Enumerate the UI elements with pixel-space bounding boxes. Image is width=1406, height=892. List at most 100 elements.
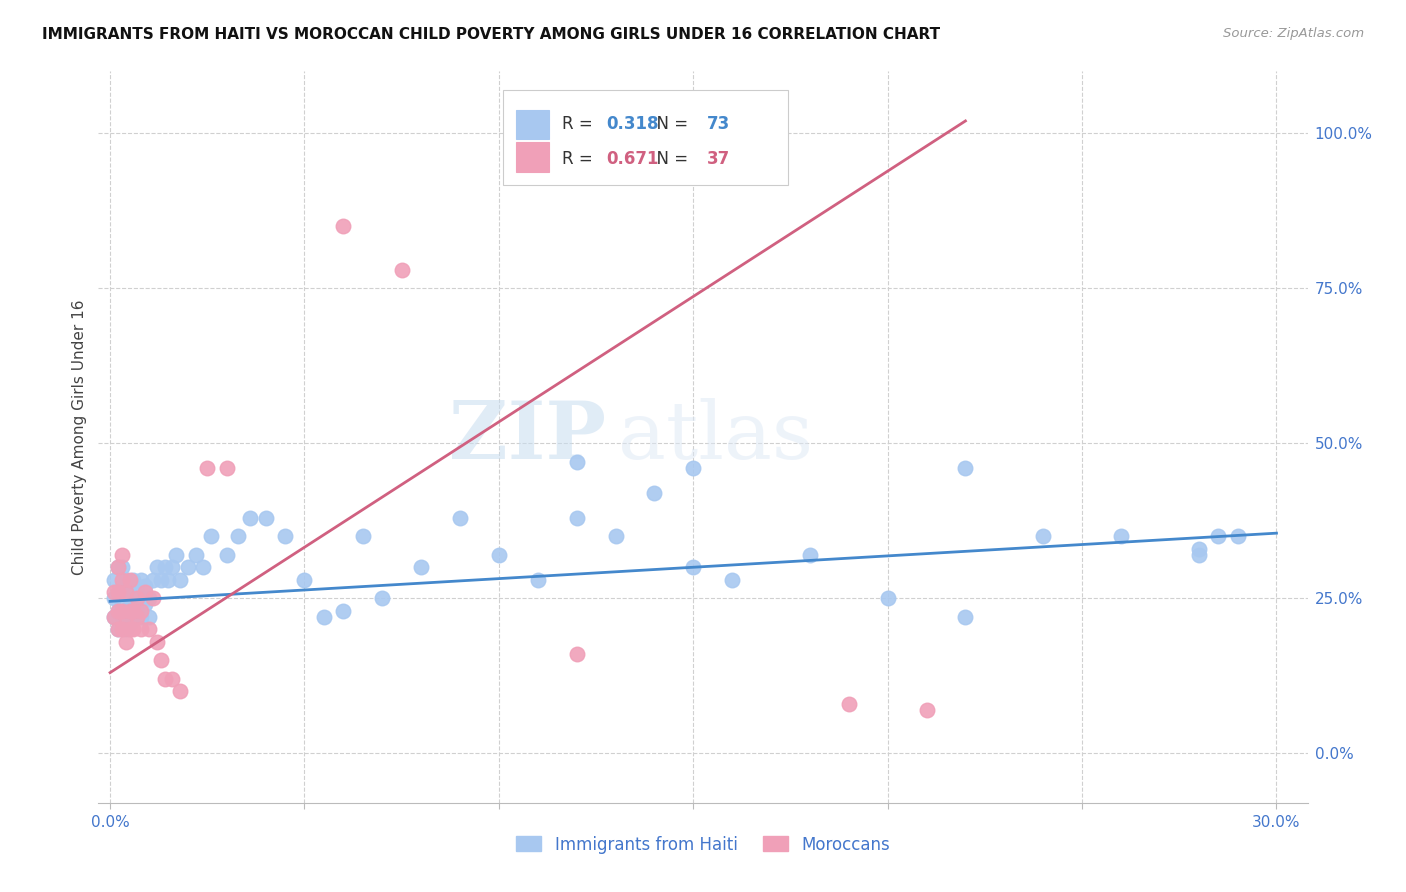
Point (565, 510, 588, 524)
Text: 37: 37 (707, 150, 730, 168)
Point (1226, 529, 1249, 543)
Point (1109, 529, 1132, 543)
Point (107, 585, 129, 599)
Point (162, 560, 184, 574)
Text: N =: N = (647, 115, 693, 133)
Point (103, 610, 125, 624)
Point (129, 622, 152, 636)
Point (200, 529, 222, 543)
Point (114, 604, 136, 618)
Point (682, 560, 704, 574)
Y-axis label: Child Poverty Among Girls Under 16: Child Poverty Among Girls Under 16 (72, 300, 87, 574)
Point (169, 573, 191, 587)
Point (111, 598, 134, 612)
Point (114, 573, 136, 587)
Point (332, 604, 354, 618)
Point (1032, 529, 1054, 543)
Text: atlas: atlas (619, 398, 814, 476)
Point (799, 548, 821, 562)
Point (643, 486, 665, 500)
Text: ZIP: ZIP (450, 398, 606, 476)
Point (111, 622, 134, 636)
Point (127, 585, 149, 599)
Point (838, 697, 860, 711)
FancyBboxPatch shape (516, 143, 550, 171)
Point (111, 573, 134, 587)
Point (955, 610, 977, 624)
Point (118, 579, 141, 593)
Point (111, 579, 134, 593)
Point (239, 510, 262, 524)
Point (391, 262, 413, 277)
Point (122, 591, 145, 606)
Point (134, 598, 156, 612)
Point (254, 510, 277, 524)
Point (111, 560, 134, 574)
Point (118, 615, 141, 630)
Point (149, 653, 172, 667)
Point (114, 634, 136, 648)
Text: R =: R = (561, 150, 598, 168)
Point (114, 585, 136, 599)
Point (138, 622, 160, 636)
Point (153, 560, 176, 574)
Point (107, 622, 129, 636)
Legend: Immigrants from Haiti, Moroccans: Immigrants from Haiti, Moroccans (510, 829, 896, 860)
Point (127, 610, 149, 624)
Point (103, 610, 125, 624)
Point (138, 610, 160, 624)
Point (565, 647, 588, 661)
Point (721, 573, 744, 587)
Text: IMMIGRANTS FROM HAITI VS MOROCCAN CHILD POVERTY AMONG GIRLS UNDER 16 CORRELATION: IMMIGRANTS FROM HAITI VS MOROCCAN CHILD … (42, 27, 941, 42)
Point (1188, 541, 1211, 556)
Point (103, 573, 125, 587)
Point (111, 604, 134, 618)
Point (1188, 548, 1211, 562)
Point (565, 455, 588, 469)
Point (184, 548, 207, 562)
Point (118, 598, 141, 612)
Point (169, 684, 191, 698)
Point (352, 529, 374, 543)
Point (294, 573, 316, 587)
Point (107, 604, 129, 618)
Point (122, 573, 145, 587)
Point (122, 610, 145, 624)
Point (107, 560, 129, 574)
Point (165, 548, 187, 562)
Text: 0.318: 0.318 (606, 115, 659, 133)
Point (145, 634, 167, 648)
Point (1206, 529, 1229, 543)
Point (193, 560, 215, 574)
Point (142, 573, 165, 587)
Point (142, 591, 165, 606)
Point (526, 573, 548, 587)
Text: 73: 73 (707, 115, 730, 133)
Point (215, 461, 238, 475)
Point (129, 610, 152, 624)
Point (195, 461, 218, 475)
Point (118, 622, 141, 636)
Point (129, 591, 152, 606)
Point (127, 591, 149, 606)
Text: R =: R = (561, 115, 598, 133)
Point (122, 622, 145, 636)
Point (122, 604, 145, 618)
Point (215, 548, 238, 562)
Point (103, 591, 125, 606)
Point (138, 591, 160, 606)
Point (449, 510, 471, 524)
Point (118, 573, 141, 587)
Point (129, 573, 152, 587)
Point (876, 591, 898, 606)
Point (955, 461, 977, 475)
Point (145, 560, 167, 574)
Point (118, 604, 141, 618)
Point (107, 622, 129, 636)
Point (111, 548, 134, 562)
Point (127, 604, 149, 618)
Point (107, 560, 129, 574)
Point (162, 672, 184, 686)
Point (149, 573, 172, 587)
Point (134, 579, 156, 593)
